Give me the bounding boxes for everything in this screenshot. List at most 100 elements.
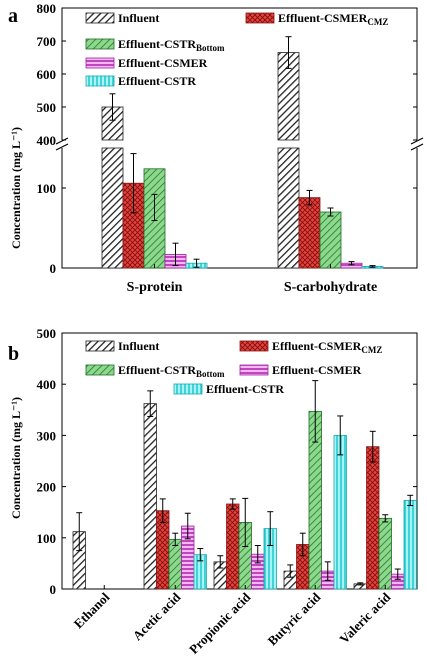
panel-b-legend-swatch xyxy=(85,364,115,376)
axis-break-right xyxy=(410,137,424,151)
panel-a-ylabel: Concentration (mg L⁻¹) xyxy=(9,127,23,249)
panel-a-legend-swatch xyxy=(245,12,275,24)
panel-a-legend-item: Influent xyxy=(85,11,159,25)
panel-b-xtick-label: Valeric acid xyxy=(336,589,394,647)
panel-a-errorbar xyxy=(130,153,137,214)
panel-b-errorbar xyxy=(242,497,249,548)
panel-a-bar xyxy=(319,211,342,269)
panel-b-errorbar xyxy=(324,561,331,581)
panel-b-legend-label: Effluent-CSMER xyxy=(272,363,362,377)
panel-b-xticks: Ethanol Acetic acid Propionic acid Butyric … xyxy=(71,585,394,657)
panel-b-errorbar xyxy=(337,415,344,456)
panel-b-legend-item: Effluent-CSTR xyxy=(173,382,284,396)
panel-b-legend-item: Effluent-CSMERCMZ xyxy=(239,339,382,355)
panel-a-legend-label: Effluent-CSTR xyxy=(118,74,196,88)
panel-a-yticks: 0 100 400 500 600 700 800 xyxy=(37,1,417,276)
panel-b-ytick-label: 100 xyxy=(37,531,57,546)
panel-a-errorbar xyxy=(109,93,116,121)
panel-b-errorbar xyxy=(147,390,154,417)
panel-b-legend-label: Effluent-CSTRBottom xyxy=(118,363,225,379)
panel-b-legend-swatch xyxy=(239,340,269,352)
panel-b-ylabel: Concentration (mg L⁻¹) xyxy=(9,397,23,519)
panel-a-errorbar xyxy=(151,193,158,222)
panel-a-bars xyxy=(101,36,384,269)
panel-a-legend-label: Effluent-CSTRBottom xyxy=(118,37,225,53)
panel-b-legend: Influent Effluent-CSMERCMZ Effluent-CSTRBo… xyxy=(85,339,382,396)
panel-b-ytick-label: 500 xyxy=(37,326,57,341)
panel-a-xticks: S-protein S-carbohydrate xyxy=(127,264,377,295)
panel-a-errorbar xyxy=(348,261,355,266)
panel-b-ytick-label: 0 xyxy=(50,582,57,597)
panel-b-legend-swatch xyxy=(173,383,203,395)
panel-b-errorbar xyxy=(217,555,224,569)
panel-b-ytick-label: 400 xyxy=(37,377,57,392)
panel-b-bar xyxy=(366,446,380,590)
panel-a-xtick-label: S-carbohydrate xyxy=(284,280,377,295)
panel-b-legend-label: Effluent-CSMERCMZ xyxy=(272,339,382,355)
panel-b-legend-item: Effluent-CSTRBottom xyxy=(85,363,225,379)
panel-a-legend-label: Effluent-CSMERCMZ xyxy=(278,11,388,27)
panel-b-xtick-label: Propionic acid xyxy=(186,589,254,657)
panel-a-legend-item: Effluent-CSTRBottom xyxy=(85,37,225,53)
panel-b-ytick-label: 200 xyxy=(37,480,57,495)
panel-a-ytick-label: 100 xyxy=(37,181,57,196)
panel-b-errorbar xyxy=(407,494,414,507)
panel-a-legend-swatch xyxy=(85,57,115,69)
panel-a-bar xyxy=(298,197,321,269)
panel-b-bar xyxy=(333,434,347,590)
panel-a-ytick-label: 0 xyxy=(50,261,57,276)
panel-b-errorbar xyxy=(394,568,401,580)
panel-a-errorbar xyxy=(285,36,292,69)
panel-b-errorbar xyxy=(287,564,294,578)
panel-a-ytick-label: 800 xyxy=(37,1,57,16)
panel-a-bar-lower xyxy=(277,147,300,269)
panel-a: a Concentration (mg L⁻¹) 0 100 400 500 600 70… xyxy=(8,1,424,295)
panel-a-legend: Influent Effluent-CSMERCMZ Effluent-CSTRBo… xyxy=(85,11,388,88)
panel-a-bar-lower xyxy=(101,147,124,269)
panel-a-errorbar xyxy=(327,207,334,217)
panel-b-xtick-label: Butyric acid xyxy=(265,589,324,648)
panel-b-errorbar xyxy=(159,498,166,523)
panel-a-legend-item: Effluent-CSMER xyxy=(85,56,208,70)
panel-b-errorbar xyxy=(369,430,376,463)
panel-b-errorbar xyxy=(299,532,306,557)
panel-b-legend-item: Effluent-CSMER xyxy=(239,363,362,377)
panel-a-ytick-label: 400 xyxy=(37,133,57,148)
panel-b-xtick-label: Ethanol xyxy=(71,589,113,631)
panel-a-label: a xyxy=(8,5,18,27)
panel-b-errorbar xyxy=(229,498,236,510)
panel-a-ytick-label: 700 xyxy=(37,34,57,49)
panel-a-legend-item: Effluent-CSTR xyxy=(85,74,196,88)
panel-b-legend-swatch xyxy=(239,364,269,376)
panel-b-errorbar xyxy=(184,512,191,540)
panel-b-errorbar xyxy=(172,532,179,546)
panel-a-legend-swatch xyxy=(85,12,115,24)
panel-b-errorbar xyxy=(197,548,204,562)
panel-a-legend-swatch xyxy=(85,75,115,87)
panel-a-ytick-label: 600 xyxy=(37,67,57,82)
panel-b-yticks: 0 100 200 300 400 500 xyxy=(37,326,417,597)
panel-a-errorbar xyxy=(369,265,376,268)
panel-a-legend-label: Influent xyxy=(118,11,159,25)
panel-b-bar xyxy=(226,503,240,590)
panel-b-xtick-label: Acetic acid xyxy=(130,589,184,643)
panel-b-bars xyxy=(72,380,417,590)
panel-b-legend-item: Influent xyxy=(85,339,159,353)
panel-b-errorbar xyxy=(76,512,83,552)
panel-a-legend-label: Effluent-CSMER xyxy=(118,56,208,70)
panel-b-errorbar xyxy=(267,511,274,546)
panel-b-errorbar xyxy=(254,544,261,564)
panel-a-legend-swatch xyxy=(85,38,115,50)
axis-break-left xyxy=(55,137,69,151)
panel-b-bar xyxy=(143,403,157,590)
panel-a-errorbar xyxy=(306,189,313,206)
panel-a-xtick-label: S-protein xyxy=(127,280,183,295)
panel-b-errorbar xyxy=(312,380,319,443)
panel-b-bar xyxy=(378,517,392,590)
panel-a-ytick-label: 500 xyxy=(37,100,57,115)
panel-a-errorbar xyxy=(193,258,200,268)
panel-b-bar xyxy=(403,500,417,590)
panel-a-frame xyxy=(61,7,418,269)
panel-b-ytick-label: 300 xyxy=(37,428,57,443)
panel-b-legend-label: Influent xyxy=(118,339,159,353)
